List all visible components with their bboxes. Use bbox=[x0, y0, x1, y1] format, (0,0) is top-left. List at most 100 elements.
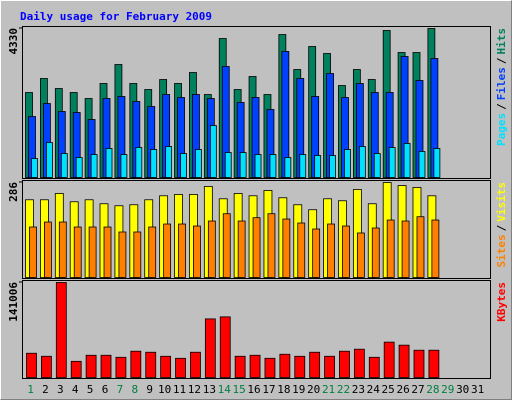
x-tick-label: 25 bbox=[382, 383, 395, 396]
x-tick-label: 27 bbox=[411, 383, 424, 396]
bar bbox=[70, 360, 82, 378]
bar bbox=[269, 154, 277, 178]
bar bbox=[339, 350, 350, 378]
bar bbox=[165, 146, 173, 178]
bar bbox=[150, 149, 158, 178]
bar bbox=[60, 153, 68, 178]
bar bbox=[58, 221, 67, 278]
x-tick-label: 31 bbox=[471, 383, 484, 396]
bar bbox=[383, 341, 395, 378]
bar bbox=[358, 146, 366, 178]
bar bbox=[222, 213, 231, 278]
bar bbox=[342, 225, 350, 278]
bar bbox=[148, 226, 157, 278]
bar bbox=[297, 222, 306, 278]
x-tick-label: 3 bbox=[57, 383, 64, 396]
bar bbox=[160, 355, 172, 378]
bar bbox=[413, 349, 425, 378]
bar bbox=[145, 351, 157, 378]
bar bbox=[193, 225, 201, 278]
bar bbox=[309, 351, 321, 378]
chart-title: Daily usage for February 2009 bbox=[20, 10, 212, 23]
bar bbox=[431, 219, 440, 278]
x-tick-label: 17 bbox=[262, 383, 275, 396]
bar bbox=[115, 356, 127, 378]
bar bbox=[329, 155, 336, 178]
x-tick-label: 15 bbox=[233, 383, 246, 396]
x-tick-label: 30 bbox=[456, 383, 469, 396]
bar bbox=[103, 226, 112, 278]
x-tick-label: 13 bbox=[203, 383, 216, 396]
x-tick-label: 2 bbox=[42, 383, 49, 396]
x-tick-label: 5 bbox=[87, 383, 94, 396]
bar bbox=[239, 152, 247, 178]
bar bbox=[279, 353, 291, 378]
bar bbox=[398, 344, 410, 378]
bar bbox=[133, 231, 142, 278]
bar bbox=[180, 153, 187, 178]
legend-entry: Hits bbox=[495, 28, 508, 55]
bar bbox=[31, 158, 38, 178]
x-tick-label: 20 bbox=[307, 383, 320, 396]
bar bbox=[267, 213, 276, 278]
bar bbox=[284, 157, 292, 178]
y-tick-label: 141006 bbox=[7, 282, 20, 322]
x-tick-label: 23 bbox=[352, 383, 365, 396]
legend: Pages / Files / Hits bbox=[495, 28, 508, 146]
bar bbox=[163, 223, 172, 278]
legend-separator: / bbox=[495, 224, 508, 231]
bar bbox=[224, 152, 232, 178]
y-tick-label: 4330 bbox=[7, 28, 20, 55]
x-tick-label: 6 bbox=[102, 383, 109, 396]
x-tick-label: 8 bbox=[132, 383, 139, 396]
bar bbox=[55, 282, 67, 378]
bar bbox=[299, 154, 307, 178]
bar bbox=[90, 154, 98, 178]
x-tick-label: 14 bbox=[218, 383, 232, 396]
bar bbox=[207, 220, 216, 278]
bar bbox=[327, 223, 335, 278]
bar bbox=[44, 221, 52, 278]
bar bbox=[388, 147, 396, 178]
bar bbox=[264, 357, 276, 378]
legend: Sites / Visits bbox=[495, 182, 508, 268]
x-tick-label: 29 bbox=[441, 383, 454, 396]
x-tick-label: 16 bbox=[247, 383, 260, 396]
bar bbox=[314, 155, 322, 178]
x-tick-label: 7 bbox=[117, 383, 124, 396]
bar bbox=[120, 154, 128, 178]
bar bbox=[386, 219, 395, 278]
bar bbox=[428, 349, 440, 378]
bar bbox=[26, 352, 37, 378]
bar bbox=[401, 220, 410, 278]
x-tick-label: 18 bbox=[277, 383, 290, 396]
legend-entry: Files bbox=[495, 67, 508, 100]
legend-separator: / bbox=[495, 57, 508, 64]
bar bbox=[135, 147, 143, 178]
bar bbox=[190, 351, 201, 378]
legend-entry: Sites bbox=[495, 234, 508, 267]
bar bbox=[100, 354, 112, 378]
bar bbox=[209, 125, 217, 178]
x-tick-label: 28 bbox=[426, 383, 439, 396]
legend-entry: KBytes bbox=[495, 282, 508, 322]
bar bbox=[371, 227, 380, 278]
bar bbox=[249, 354, 261, 378]
bar bbox=[85, 354, 97, 378]
bar bbox=[130, 350, 142, 378]
bar bbox=[118, 231, 127, 278]
bar bbox=[356, 232, 365, 278]
x-tick-label: 12 bbox=[188, 383, 201, 396]
x-tick-label: 9 bbox=[146, 383, 153, 396]
bar bbox=[234, 355, 246, 378]
bar bbox=[252, 217, 261, 278]
bar bbox=[41, 355, 52, 378]
x-tick-label: 21 bbox=[322, 383, 335, 396]
bar bbox=[418, 151, 426, 178]
bar bbox=[353, 348, 365, 378]
legend-entry: Pages bbox=[495, 113, 508, 146]
y-tick-label: 286 bbox=[7, 182, 20, 202]
x-tick-label: 19 bbox=[292, 383, 305, 396]
